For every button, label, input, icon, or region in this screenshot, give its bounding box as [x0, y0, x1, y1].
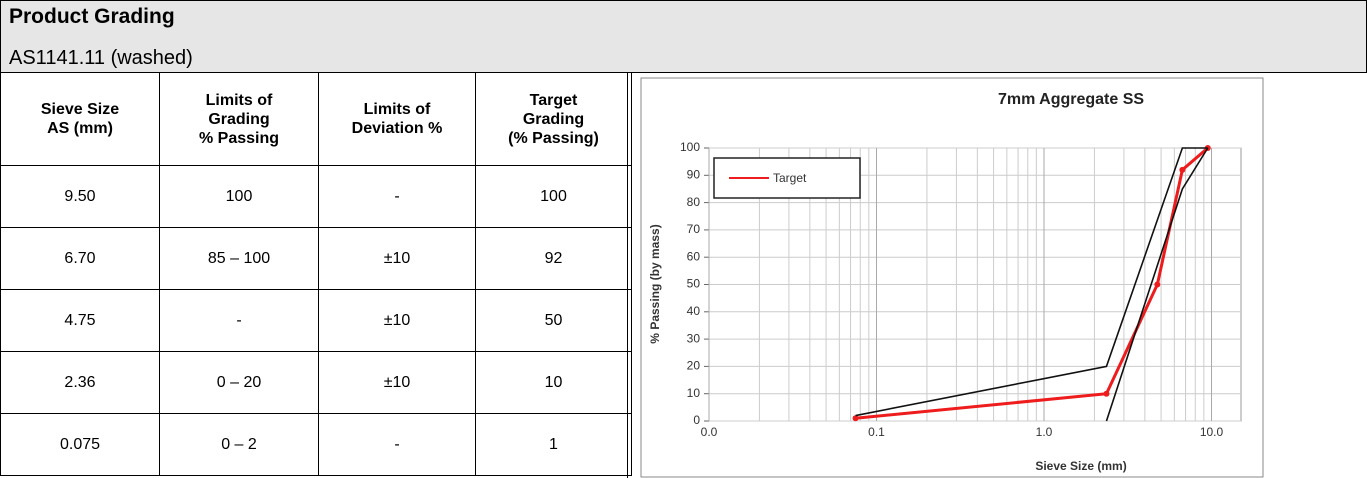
table-cell: - — [318, 165, 476, 228]
header-line: % Passing — [198, 129, 280, 147]
header-line: Limits of — [205, 91, 273, 109]
table-cell: 0 – 2 — [159, 413, 319, 476]
header-line: AS (mm) — [47, 120, 113, 137]
legend-label: Target — [773, 171, 807, 185]
column-header: Limits of Deviation % — [318, 72, 476, 166]
chart: 7mm Aggregate SS Sieve Size (mm) % Passi… — [640, 77, 1264, 478]
table-cell: 0 – 20 — [159, 351, 319, 414]
point — [1103, 390, 1110, 397]
chart-title: 7mm Aggregate SS — [998, 91, 1144, 108]
table-row: 2.36 0 – 20 ±10 10 — [0, 351, 632, 414]
series-line — [855, 147, 1208, 417]
header-line: Sieve Size — [40, 101, 120, 118]
table-cell: ±10 — [318, 289, 476, 352]
table-row: 0.075 0 – 2-1 — [0, 413, 632, 476]
column-header: Limits of Grading% Passing — [159, 72, 319, 166]
y-tick-label: 70 — [687, 222, 701, 236]
y-tick-label: 100 — [680, 140, 700, 154]
y-tick-label: 90 — [687, 167, 701, 181]
point — [852, 415, 859, 422]
table-cell: 6.70 — [0, 227, 160, 290]
x-axis-label: Sieve Size (mm) — [1035, 459, 1126, 473]
grading-table: Sieve Size AS (mm) Limits of Grading% Passi… — [0, 72, 632, 476]
table-cell: 9.50 — [0, 165, 160, 228]
x-tick-label: 0.1 — [868, 425, 885, 439]
header-line: Grading — [522, 110, 585, 128]
header-line: Limits of — [363, 101, 431, 118]
table-cell: 10 — [475, 351, 632, 414]
table-row: 4.75- ±10 50 — [0, 289, 632, 352]
header-subtitle: AS1141.11 (washed) — [9, 47, 193, 69]
table-cell: ±10 — [318, 351, 476, 414]
table-cell: - — [318, 413, 476, 476]
column-header: Target Grading (% Passing) — [475, 72, 632, 166]
table-cell: 92 — [475, 227, 632, 290]
header-line: Grading — [208, 110, 270, 128]
table-cell: 50 — [475, 289, 632, 352]
point — [1179, 166, 1186, 173]
y-tick-label: 40 — [687, 304, 701, 318]
table-row: 9.50 100-100 — [0, 165, 632, 228]
chart-cell: 7mm Aggregate SS Sieve Size (mm) % Passi… — [627, 72, 1367, 478]
table-cell: 1 — [475, 413, 632, 476]
table-cell: 100 — [475, 165, 632, 228]
header-line: (% Passing) — [508, 129, 599, 147]
y-tick-label: 30 — [687, 331, 701, 345]
x-tick-label: 10.0 — [1200, 425, 1224, 439]
header-line: Deviation % — [351, 120, 443, 137]
header-title: Product Grading — [9, 5, 175, 28]
y-tick-label: 0 — [693, 413, 700, 427]
column-header: Sieve Size AS (mm) — [0, 72, 160, 166]
table-row: 6.70 85 – 100 ±10 92 — [0, 227, 632, 290]
table-cell: 4.75 — [0, 289, 160, 352]
point — [1154, 281, 1161, 288]
y-tick-label: 80 — [687, 195, 701, 209]
header: Product Grading AS1141.11 (washed) — [0, 0, 1367, 73]
y-tick-label: 10 — [687, 386, 701, 400]
y-axis-label: % Passing (by mass) — [648, 224, 662, 343]
y-tick-label: 60 — [687, 249, 701, 263]
table-cell: 100 — [159, 165, 319, 228]
series-line — [1105, 147, 1209, 422]
x-tick-label: 0.0 — [701, 425, 718, 439]
table-cell: ±10 — [318, 227, 476, 290]
table-cell: - — [159, 289, 319, 352]
table-cell: 85 – 100 — [159, 227, 319, 290]
y-tick-label: 20 — [687, 359, 701, 373]
header-line: Target — [529, 91, 578, 109]
table-cell: 2.36 — [0, 351, 160, 414]
x-tick-label: 1.0 — [1036, 425, 1053, 439]
table-cell: 0.075 — [0, 413, 160, 476]
y-tick-label: 50 — [687, 277, 701, 291]
